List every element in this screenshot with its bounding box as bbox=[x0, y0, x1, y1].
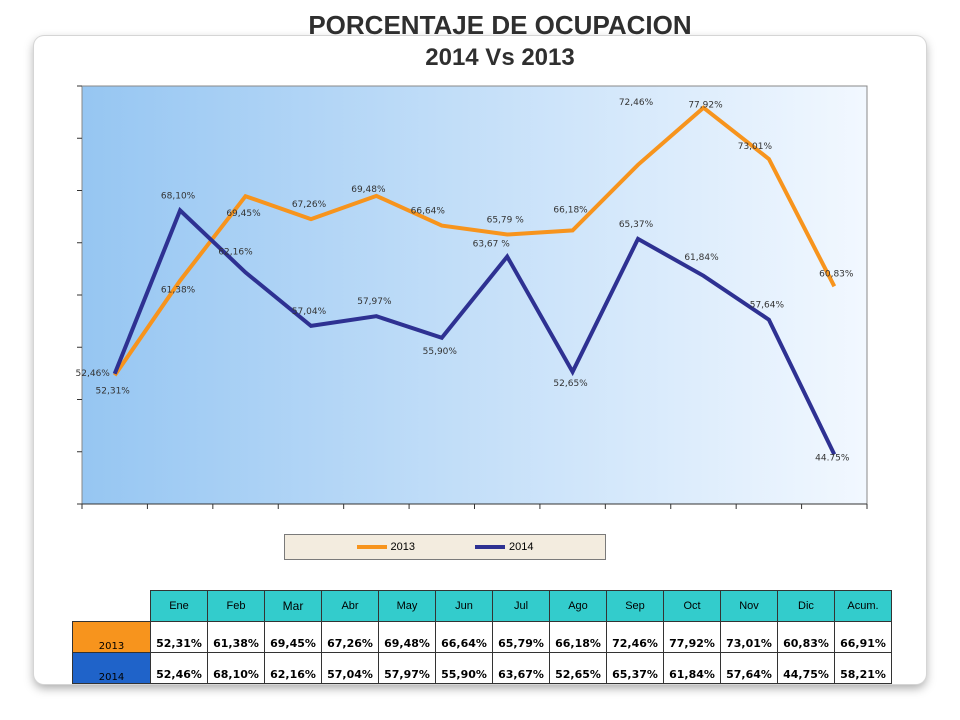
table-cell: 63,67% bbox=[492, 652, 550, 684]
data-label-2014: 57,64% bbox=[750, 301, 785, 311]
table-header-feb: Feb bbox=[207, 590, 265, 622]
table-row-2014: 2014 52,46% 68,10% 62,16% 57,04% 57,97% … bbox=[72, 652, 892, 684]
data-label-2014: 62,16% bbox=[218, 247, 253, 257]
series bbox=[112, 105, 837, 456]
table-cell: 61,38% bbox=[207, 621, 265, 653]
table-header-may: May bbox=[378, 590, 436, 622]
data-label-2014: 44.75% bbox=[815, 453, 850, 463]
data-label-2013: 66,18% bbox=[553, 205, 588, 215]
table-cell: 62,16% bbox=[264, 652, 322, 684]
table-cell: 44,75% bbox=[777, 652, 835, 684]
legend-swatch-2013 bbox=[356, 545, 387, 549]
table-cell: 57,04% bbox=[321, 652, 379, 684]
data-label-2014: 61,84% bbox=[684, 253, 719, 263]
data-label-2014: 52,65% bbox=[553, 379, 588, 389]
legend-label-2014: 2014 bbox=[509, 541, 534, 553]
data-table: Ene Feb Mar Abr May Jun Jul Ago Sep Oct … bbox=[72, 590, 892, 684]
table-cell: 57,64% bbox=[720, 652, 778, 684]
row-label-2014: 2014 bbox=[72, 652, 151, 684]
data-label-2014: 57,97% bbox=[357, 297, 392, 307]
table-cell: 67,26% bbox=[321, 621, 379, 653]
data-label-2013: 72,46% bbox=[619, 98, 654, 108]
chart-subtitle: 2014 Vs 2013 bbox=[425, 44, 575, 71]
plot-area bbox=[81, 85, 868, 505]
table-cell: 52,65% bbox=[549, 652, 607, 684]
table-cell: 77,92% bbox=[663, 621, 721, 653]
table-header-nov: Nov bbox=[720, 590, 778, 622]
table-cell: 66,18% bbox=[549, 621, 607, 653]
table-cell: 58,21% bbox=[834, 652, 892, 684]
table-cell: 66,91% bbox=[834, 621, 892, 653]
data-label-2014: 57,04% bbox=[292, 307, 327, 317]
data-label-2013: 65,79 % bbox=[487, 216, 525, 226]
data-label-2013: 60,83% bbox=[819, 269, 854, 279]
table-cell: 73,01% bbox=[720, 621, 778, 653]
table-corner bbox=[73, 591, 151, 622]
table-cell: 69,48% bbox=[378, 621, 436, 653]
data-label-2013: 69,45% bbox=[226, 209, 261, 219]
legend-item-2014: 2014 bbox=[475, 541, 533, 553]
chart-legend: 2013 2014 bbox=[284, 534, 606, 560]
table-cell: 65,37% bbox=[606, 652, 664, 684]
data-label-2013: 67,26% bbox=[292, 200, 327, 210]
data-label-2013: 77,92% bbox=[688, 101, 723, 111]
table-cell: 55,90% bbox=[435, 652, 493, 684]
series-line-2014 bbox=[112, 206, 837, 456]
table-header-abr: Abr bbox=[321, 590, 379, 622]
table-header-mar: Mar bbox=[264, 590, 322, 622]
data-label-2014: 68,10% bbox=[161, 191, 196, 201]
table-header-jun: Jun bbox=[435, 590, 493, 622]
legend-swatch-2014 bbox=[475, 545, 505, 549]
table-row-2013: 2013 52,31% 61,38% 69,45% 67,26% 69,48% … bbox=[72, 621, 892, 653]
data-label-2013: 73,01% bbox=[738, 142, 773, 152]
table-header-row: Ene Feb Mar Abr May Jun Jul Ago Sep Oct … bbox=[73, 590, 892, 622]
table-header-dic: Dic bbox=[777, 590, 835, 622]
table-cell: 57,97% bbox=[378, 652, 436, 684]
table-header-oct: Oct bbox=[663, 590, 721, 622]
table-header-jul: Jul bbox=[492, 590, 550, 622]
data-label-2013: 69,48% bbox=[351, 185, 386, 195]
chart-title: PORCENTAJE DE OCUPACION bbox=[308, 10, 692, 40]
table-cell: 61,84% bbox=[663, 652, 721, 684]
data-label-2014: 63,67 % bbox=[473, 240, 511, 250]
axes bbox=[77, 85, 868, 509]
table-header-sep: Sep bbox=[606, 590, 664, 622]
table-cell: 68,10% bbox=[207, 652, 265, 684]
table-cell: 52,46% bbox=[150, 652, 208, 684]
legend-label-2013: 2013 bbox=[390, 541, 415, 553]
table-cell: 60,83% bbox=[777, 621, 835, 653]
table-cell: 52,31% bbox=[150, 621, 208, 653]
row-label-2013: 2013 bbox=[72, 621, 151, 653]
table-header-ene: Ene bbox=[150, 590, 208, 622]
data-label-2014: 52,46% bbox=[76, 369, 111, 379]
table-header-acum: Acum. bbox=[834, 590, 892, 622]
data-label-2013: 66,64% bbox=[411, 207, 446, 217]
data-label-2014: 65,37% bbox=[619, 220, 654, 230]
table-cell: 65,79% bbox=[492, 621, 550, 653]
data-labels: 52,31% 61,38% 69,45% 67,26% 69,48% 66,64% 65,7… bbox=[76, 98, 854, 464]
table-cell: 69,45% bbox=[264, 621, 322, 653]
legend-item-2013: 2013 bbox=[356, 541, 415, 553]
data-label-2014: 55,90% bbox=[423, 347, 458, 357]
table-cell: 66,64% bbox=[435, 621, 493, 653]
table-cell: 72,46% bbox=[606, 621, 664, 653]
data-label-2013: 61,38% bbox=[161, 286, 196, 296]
table-header-ago: Ago bbox=[549, 590, 607, 622]
data-label-2013: 52,31% bbox=[96, 386, 131, 396]
series-line-2013 bbox=[113, 105, 837, 377]
